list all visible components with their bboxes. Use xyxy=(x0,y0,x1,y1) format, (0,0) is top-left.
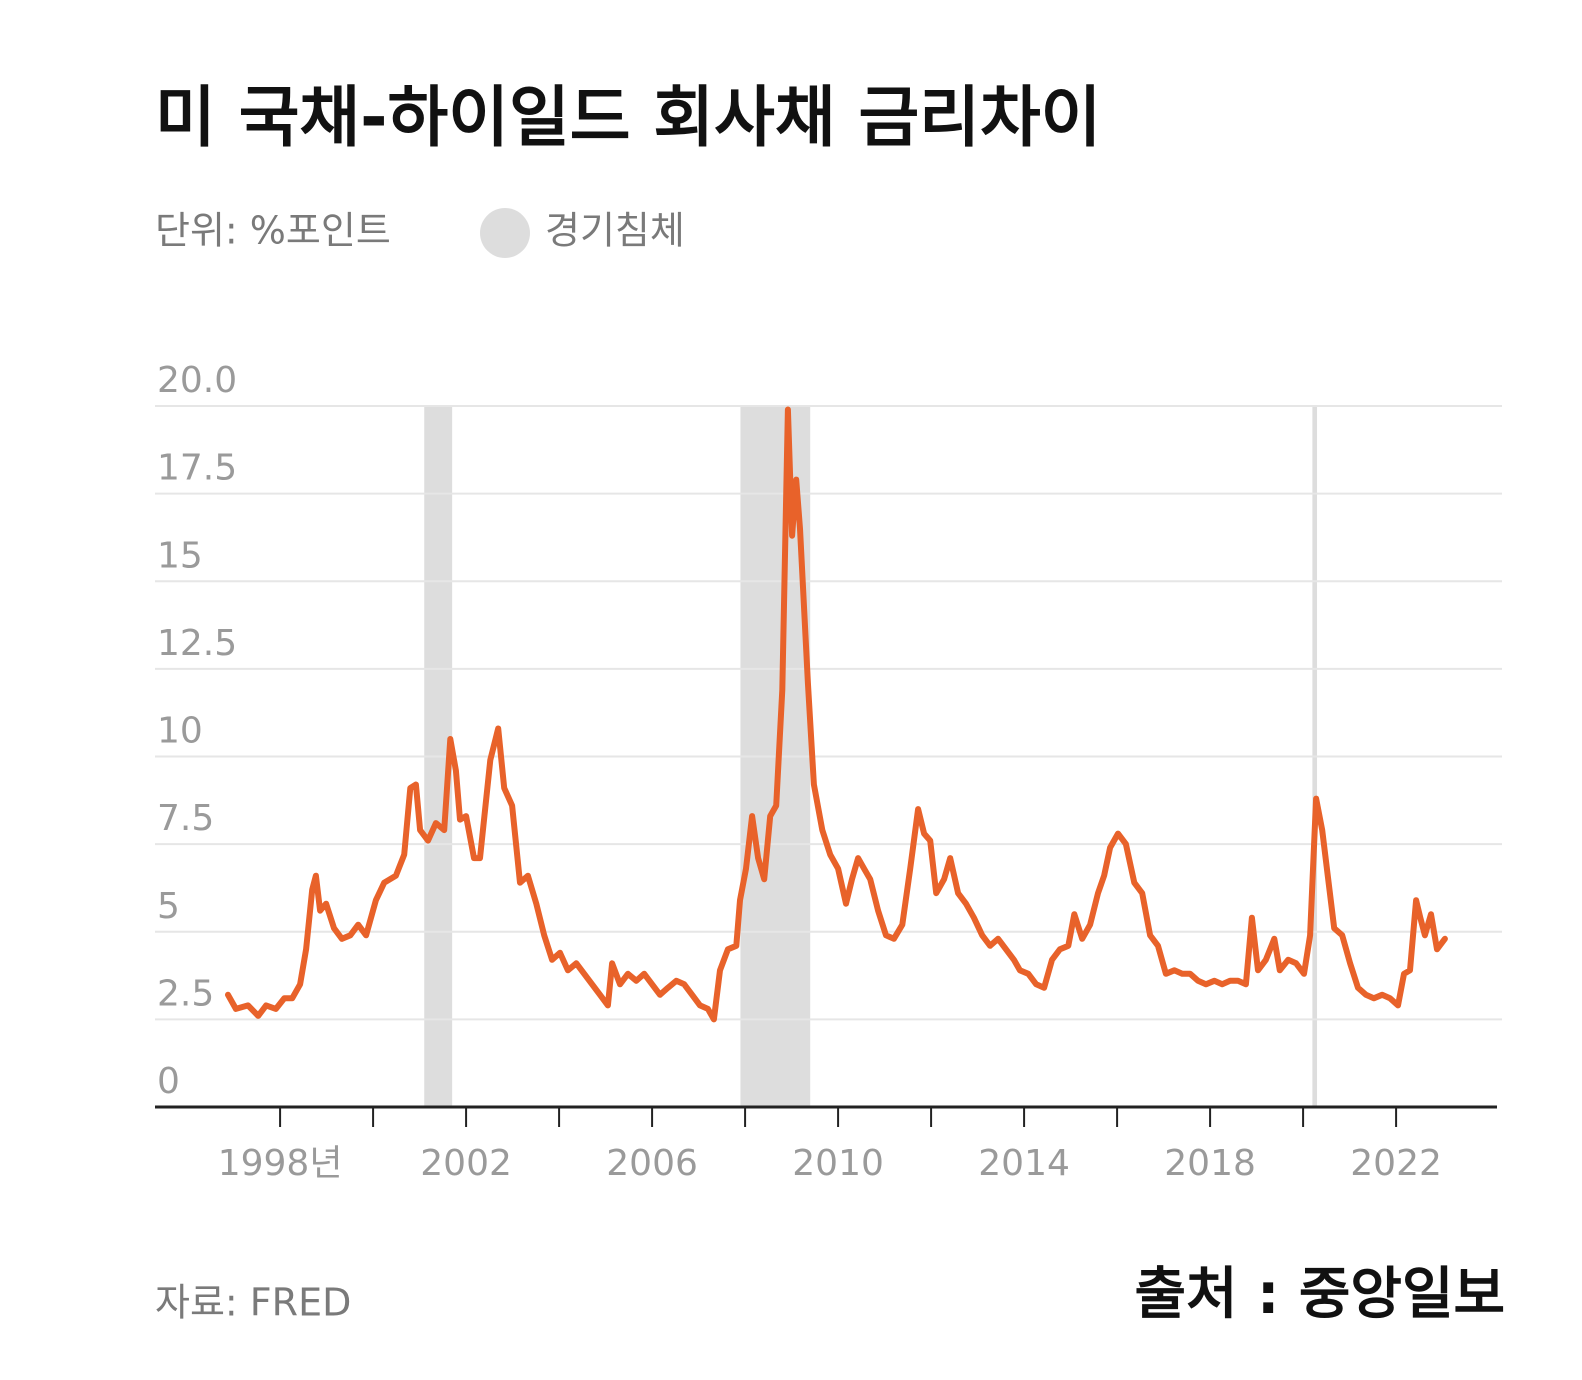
x-tick-label: 2010 xyxy=(792,1143,884,1184)
chart-title: 미 국채-하이일드 회사채 금리차이 xyxy=(155,79,1101,156)
y-tick-label: 17.5 xyxy=(157,448,237,489)
data-line xyxy=(225,406,1448,1023)
subtitle: 단위: %포인트 xyxy=(155,209,391,253)
x-tick-label: 1998년 xyxy=(218,1143,343,1184)
x-tick-label: 2022 xyxy=(1350,1143,1442,1184)
y-tick-label: 20.0 xyxy=(157,360,237,401)
y-tick-label: 7.5 xyxy=(157,798,214,839)
watermark: 출처 : 중앙일보 xyxy=(1134,1262,1505,1327)
legend-swatch xyxy=(480,208,530,258)
y-tick-label: 15 xyxy=(157,535,203,576)
y-tick-label: 0 xyxy=(157,1061,180,1102)
x-tick-label: 2002 xyxy=(420,1143,512,1184)
x-tick-label: 2006 xyxy=(606,1143,698,1184)
y-tick-label: 12.5 xyxy=(157,623,237,664)
x-tick-label: 2018 xyxy=(1164,1143,1256,1184)
y-tick-label: 10 xyxy=(157,711,203,752)
y-tick-label: 5 xyxy=(157,886,180,927)
legend-label: 경기침체 xyxy=(545,209,685,253)
source: 자료: FRED xyxy=(155,1281,351,1325)
x-tick-label: 2014 xyxy=(978,1143,1070,1184)
y-tick-label: 2.5 xyxy=(157,973,214,1014)
